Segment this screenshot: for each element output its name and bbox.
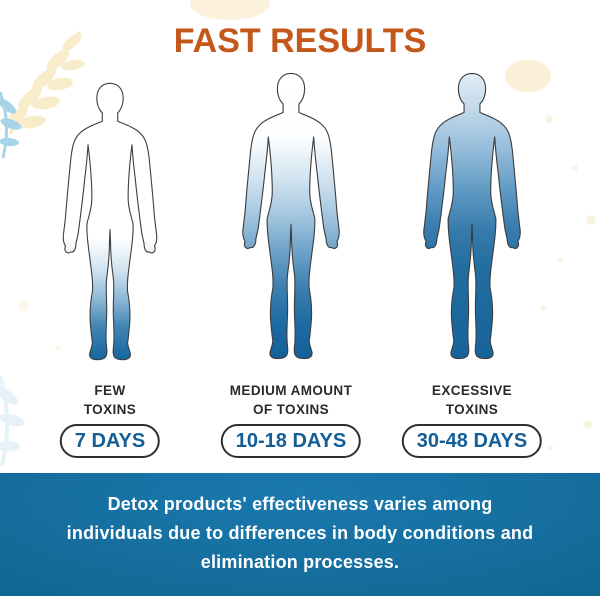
toxin-label-line: TOXINS: [83, 402, 137, 417]
cream-speckle: [558, 258, 563, 263]
body-silhouette-excessive-toxins-icon: [423, 72, 521, 360]
toxin-amount-label: MEDIUM AMOUNT OF TOXINS: [196, 381, 386, 419]
cream-blob-decoration: [505, 60, 551, 92]
toxin-label-line: EXCESSIVE: [431, 383, 513, 398]
figure-column-few-toxins: FEW TOXINS 7 DAYS: [15, 0, 205, 470]
body-silhouette-medium-toxins-icon: [242, 72, 340, 360]
body-silhouette-low-toxins-icon: [62, 82, 158, 361]
disclaimer-text: Detox products' effectiveness varies amo…: [0, 473, 600, 577]
duration-badge: 30-48 DAYS: [401, 424, 543, 458]
page-title: FAST RESULTS: [173, 22, 427, 60]
cream-speckle: [572, 165, 578, 171]
toxin-amount-label: EXCESSIVE TOXINS: [377, 381, 567, 419]
toxin-label-line: FEW: [94, 383, 126, 398]
figure-column-excessive-toxins: EXCESSIVE TOXINS 30-48 DAYS: [377, 0, 567, 470]
toxin-amount-label: FEW TOXINS: [15, 381, 205, 419]
disclaimer-banner: Detox products' effectiveness varies amo…: [0, 473, 600, 596]
duration-badge: 7 DAYS: [59, 424, 161, 458]
cream-speckle: [545, 115, 553, 123]
duration-badge: 10-18 DAYS: [220, 424, 362, 458]
disclaimer-line: individuals due to differences in body c…: [66, 523, 534, 543]
disclaimer-line: elimination processes.: [200, 552, 400, 572]
toxin-label-line: MEDIUM AMOUNT: [229, 383, 353, 398]
cream-speckle: [583, 420, 592, 429]
cream-dome-decoration: [190, 0, 270, 20]
cream-speckle: [55, 345, 61, 351]
figure-column-medium-toxins: MEDIUM AMOUNT OF TOXINS 10-18 DAYS: [196, 0, 386, 470]
toxin-label-line: OF TOXINS: [252, 402, 330, 417]
cream-speckle: [18, 300, 29, 311]
cream-speckle: [548, 445, 553, 450]
toxin-label-line: TOXINS: [445, 402, 499, 417]
disclaimer-line: Detox products' effectiveness varies amo…: [107, 494, 493, 514]
cream-speckle: [586, 215, 596, 225]
cream-speckle: [540, 305, 546, 311]
